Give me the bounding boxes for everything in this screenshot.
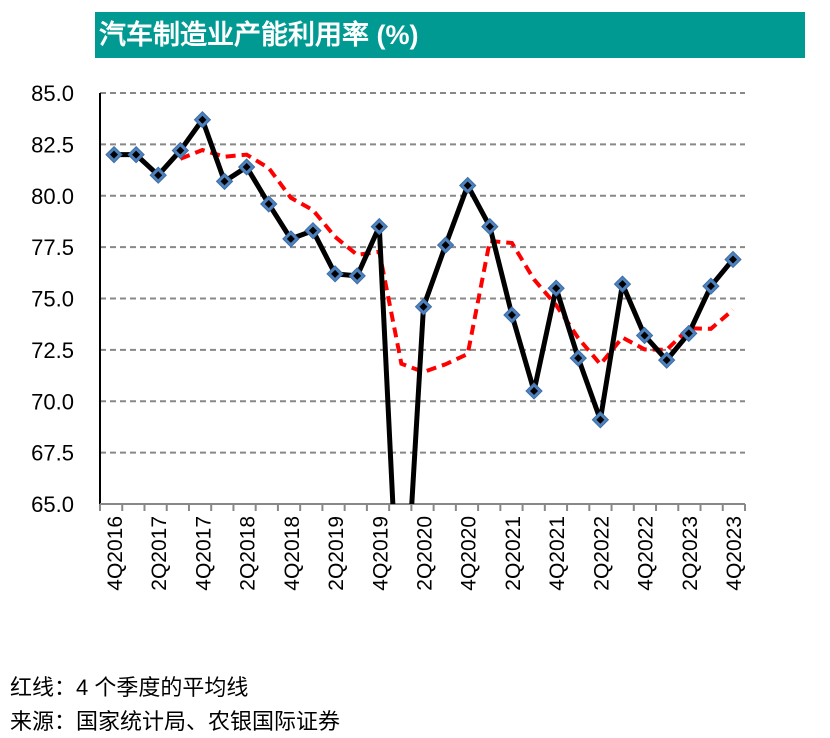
y-tick-label: 70.0 (31, 389, 74, 414)
x-tick-label: 4Q2018 (281, 516, 304, 591)
chart-title: 汽车制造业产能利用率 (%) (95, 12, 805, 58)
data-point-center (552, 284, 561, 293)
x-tick-label: 4Q2017 (192, 516, 215, 591)
data-point-center (618, 280, 627, 289)
data-point-center (574, 354, 583, 363)
data-point-center (220, 177, 229, 186)
data-point-center (640, 331, 649, 340)
x-tick-label: 2Q2021 (502, 516, 525, 591)
data-point-center (286, 234, 295, 243)
data-point-center (596, 415, 605, 424)
data-point-center (441, 241, 450, 250)
data-point-center (176, 146, 185, 155)
data-point-center (154, 171, 163, 180)
x-tick-label: 4Q2021 (546, 516, 569, 591)
data-point-center (662, 356, 671, 365)
legend-note: 红线：4 个季度的平均线 (10, 675, 249, 700)
data-point-center (110, 150, 118, 159)
data-point-center (463, 181, 472, 190)
x-tick-label: 2Q2022 (590, 516, 613, 591)
data-point-center (706, 282, 715, 291)
data-point-center (419, 302, 428, 311)
data-point-center (375, 222, 384, 231)
data-point-center (132, 150, 141, 159)
data-point-center (308, 226, 317, 235)
line-chart: 85.0 82.5 80.0 77.5 75.0 72.5 70.0 67.5 65.0 4Q20… (31, 81, 746, 591)
x-tick-label: 2Q2020 (414, 516, 437, 591)
x-tick-label: 4Q2022 (635, 516, 658, 591)
data-point-center (198, 115, 207, 124)
data-point-center (242, 162, 251, 171)
y-tick-label: 75.0 (31, 287, 74, 312)
y-tick-label: 80.0 (31, 184, 74, 209)
source-note: 来源：国家统计局、农银国际证券 (10, 709, 341, 734)
data-point-center (485, 222, 494, 231)
x-tick-label: 4Q2019 (369, 516, 392, 591)
utilization-line (114, 117, 735, 504)
y-tick-label: 67.5 (31, 441, 74, 466)
data-point-center (331, 269, 340, 278)
x-tick-label: 4Q2016 (104, 516, 127, 591)
x-tick-label: 2Q2019 (325, 516, 348, 591)
data-point-center (264, 199, 273, 208)
x-tick-label: 2Q2023 (679, 516, 702, 591)
data-point-center (530, 386, 539, 395)
x-tick-label: 2Q2017 (148, 516, 171, 591)
y-tick-label: 72.5 (31, 338, 74, 363)
y-tick-label: 77.5 (31, 235, 74, 260)
y-tick-label: 65.0 (31, 492, 74, 517)
y-tick-label: 82.5 (31, 132, 74, 157)
data-point-center (353, 271, 362, 280)
x-tick-label: 4Q2020 (458, 516, 481, 591)
moving-average-line (179, 147, 735, 375)
x-tick-label: 4Q2023 (723, 516, 746, 591)
y-tick-label: 85.0 (31, 81, 74, 106)
data-point-center (507, 310, 516, 319)
data-point-center (729, 255, 737, 264)
data-point-center (684, 329, 693, 338)
x-tick-label: 2Q2018 (237, 516, 260, 591)
